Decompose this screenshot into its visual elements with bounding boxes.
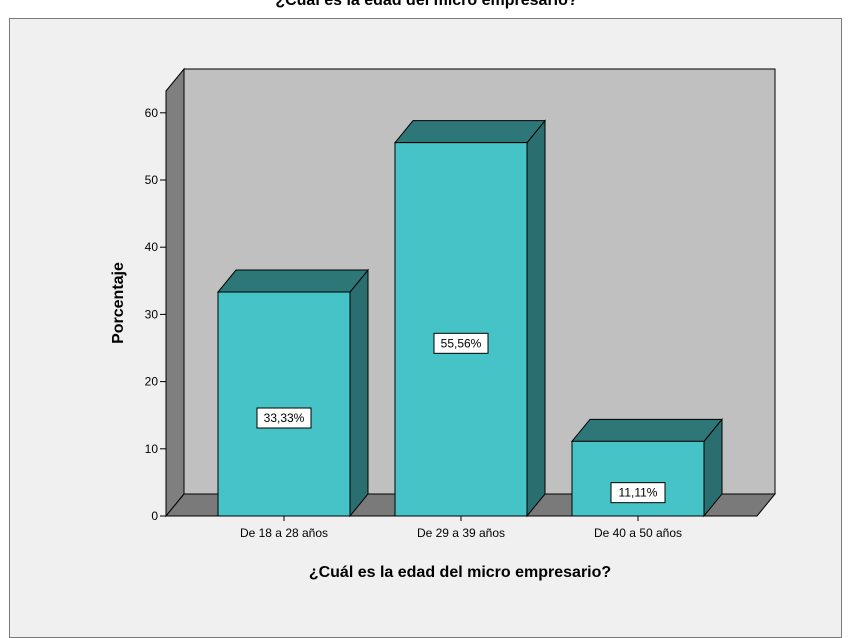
- side-wall: [165, 67, 185, 518]
- y-tick-label: 0: [151, 509, 158, 523]
- bar: 11,11%: [570, 417, 724, 518]
- y-tick-label: 40: [145, 240, 159, 254]
- data-label: 55,56%: [441, 336, 482, 350]
- chart-title: ¿Cuál es la edad del micro empresario?: [275, 0, 578, 9]
- bar-front: [571, 440, 705, 517]
- y-tick-label: 30: [145, 307, 159, 321]
- x-axis: De 18 a 28 años De 29 a 39 años De 40 a 50…: [240, 516, 682, 540]
- data-label-box: [256, 407, 312, 429]
- bar-top: [393, 120, 547, 144]
- x-tick-label: De 18 a 28 años: [240, 526, 328, 540]
- y-tick-label: 60: [145, 106, 159, 120]
- bar: 33,33%: [216, 268, 370, 518]
- data-label: 33,33%: [264, 411, 305, 425]
- data-label-box: [610, 482, 666, 504]
- bar-front: [394, 142, 528, 517]
- chart-title-strip: ¿Cuál es la edad del micro empresario?: [0, 0, 853, 16]
- y-axis-title: Porcentaje: [110, 262, 127, 344]
- x-tick-label: De 29 a 39 años: [417, 526, 505, 540]
- bar-side: [526, 119, 546, 518]
- bar-front: [217, 291, 351, 517]
- bars: 33,33% 55,56% 11,11%: [216, 119, 724, 518]
- y-axis: 0 10 20 30 40 50 60: [145, 91, 167, 523]
- y-tick-label: 20: [145, 375, 159, 389]
- data-label-box: [433, 332, 489, 354]
- y-tick-label: 10: [145, 442, 159, 456]
- bar-top: [216, 269, 370, 293]
- bar-side: [349, 268, 369, 518]
- x-tick-label: De 40 a 50 años: [594, 526, 682, 540]
- y-tick-label: 50: [145, 173, 159, 187]
- bar-top: [570, 418, 724, 442]
- bar: 55,56%: [393, 119, 547, 518]
- x-axis-title: ¿Cuál es la edad del micro empresario?: [309, 564, 611, 581]
- data-label: 11,11%: [619, 486, 658, 500]
